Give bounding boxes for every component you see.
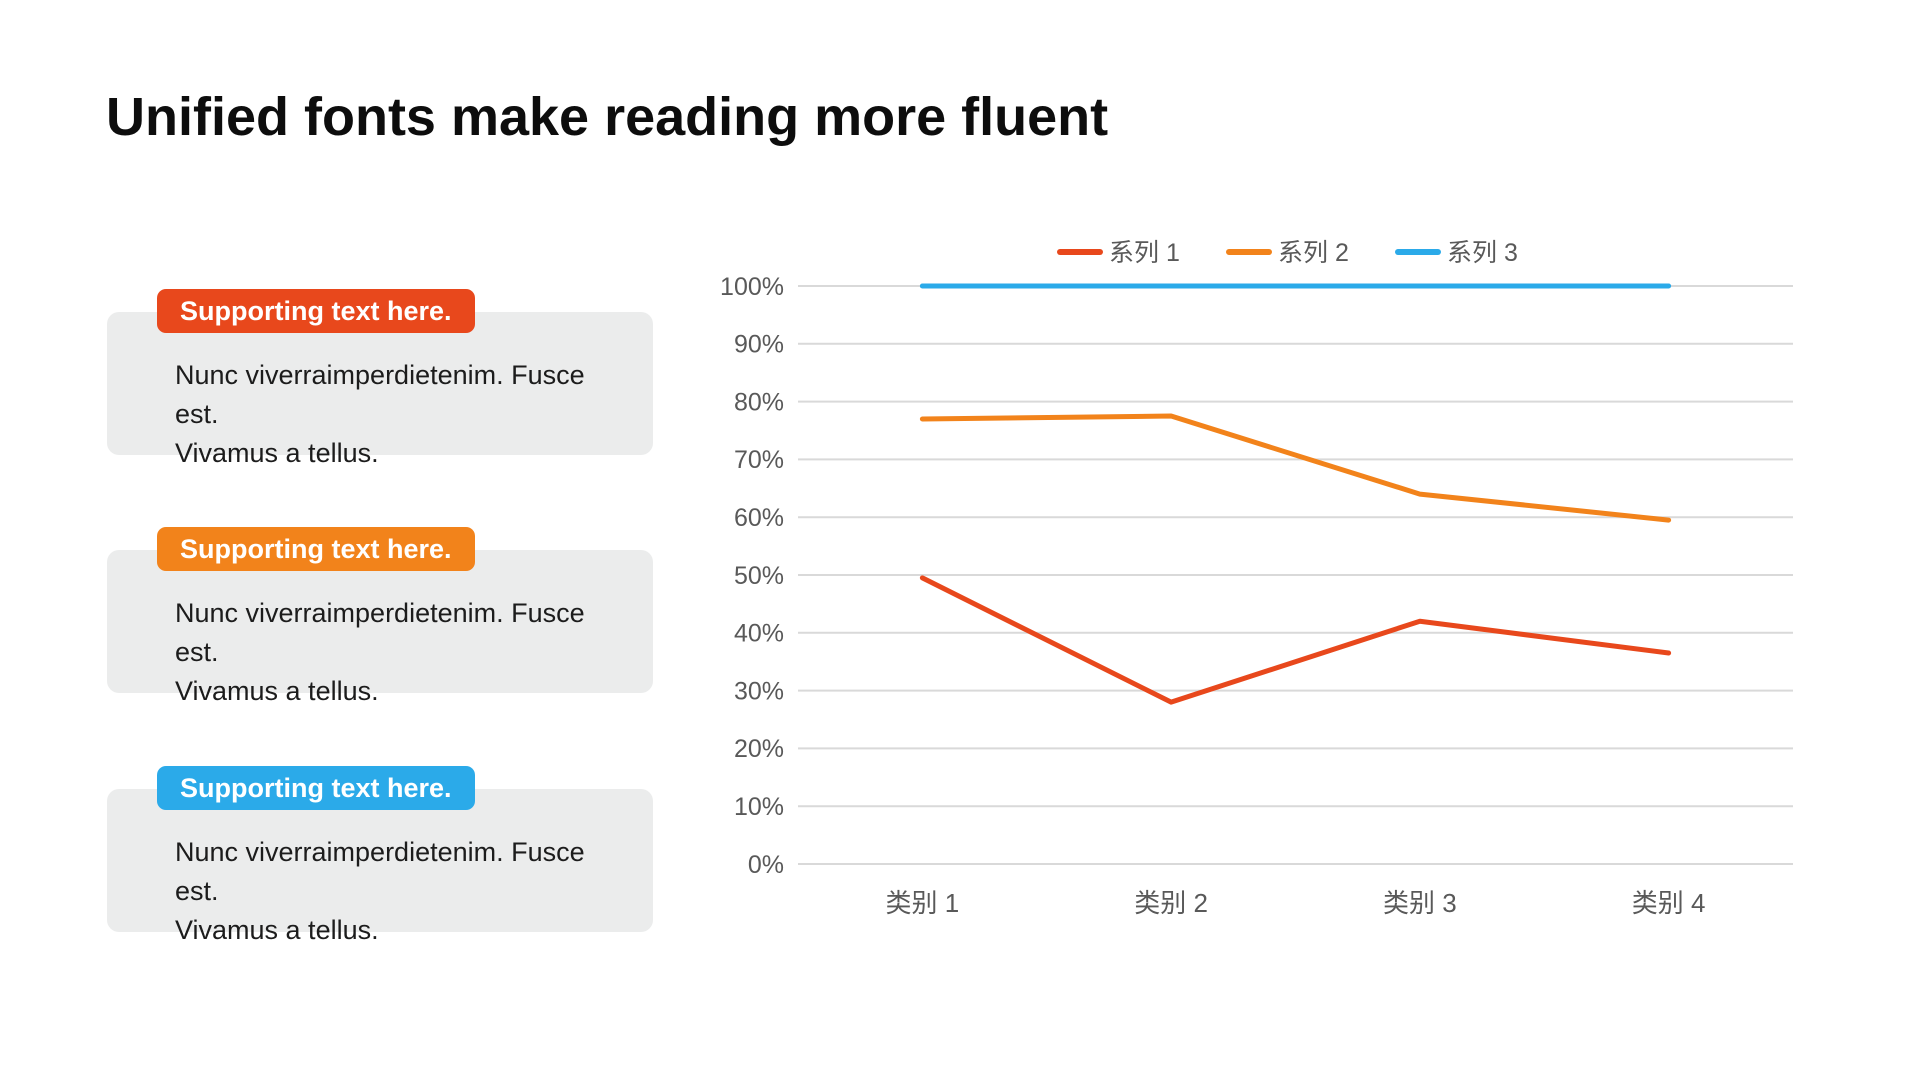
y-tick-label: 0% — [748, 851, 784, 879]
supporting-body-3: Nunc viverraimperdietenim. Fusce est. Vi… — [107, 789, 653, 950]
x-category-label: 类别 3 — [1383, 888, 1457, 918]
slide-title: Unified fonts make reading more fluent — [106, 87, 1109, 147]
supporting-card-3: Supporting text here. Nunc viverraimperd… — [107, 766, 653, 945]
x-category-label: 类别 2 — [1134, 888, 1208, 918]
supporting-body-2: Nunc viverraimperdietenim. Fusce est. Vi… — [107, 550, 653, 711]
line-chart: 0% 10% 20% 30% 40% 50% 60% 70% 80% 90% 100% 类别 1 类别 … — [700, 230, 1860, 975]
legend-item-2: 系列 2 — [1226, 239, 1349, 267]
supporting-body-2-line-2: Vivamus a tellus. — [175, 676, 379, 706]
y-tick-label: 90% — [734, 331, 784, 359]
y-tick-label: 60% — [734, 504, 784, 532]
legend-item-1: 系列 1 — [1057, 239, 1180, 267]
y-tick-label: 40% — [734, 620, 784, 648]
x-category-label: 类别 1 — [886, 888, 960, 918]
y-tick-label: 80% — [734, 388, 784, 416]
x-category-label: 类别 4 — [1632, 888, 1706, 918]
y-tick-label: 10% — [734, 793, 784, 821]
supporting-body-2-line-1: Nunc viverraimperdietenim. Fusce est. — [175, 598, 585, 667]
supporting-card-2: Supporting text here. Nunc viverraimperd… — [107, 527, 653, 706]
supporting-body-1-line-2: Vivamus a tellus. — [175, 438, 379, 468]
y-tick-label: 20% — [734, 735, 784, 763]
series-line-1 — [919, 575, 1672, 705]
chart-svg: 0% 10% 20% 30% 40% 50% 60% 70% 80% 90% 100% 类别 1 类别 … — [720, 239, 1793, 918]
supporting-body-1-line-1: Nunc viverraimperdietenim. Fusce est. — [175, 360, 585, 429]
legend-label: 系列 2 — [1278, 239, 1349, 267]
supporting-body-3-line-1: Nunc viverraimperdietenim. Fusce est. — [175, 837, 585, 906]
supporting-badge-2: Supporting text here. — [157, 527, 475, 571]
y-tick-label: 100% — [720, 273, 784, 301]
y-tick-label: 70% — [734, 446, 784, 474]
series-line-2 — [919, 413, 1672, 523]
legend-label: 系列 1 — [1109, 239, 1180, 267]
legend-label: 系列 3 — [1447, 239, 1518, 267]
legend-item-3: 系列 3 — [1395, 239, 1518, 267]
supporting-badge-3: Supporting text here. — [157, 766, 475, 810]
supporting-body-1: Nunc viverraimperdietenim. Fusce est. Vi… — [107, 312, 653, 473]
y-tick-label: 30% — [734, 677, 784, 705]
y-tick-label: 50% — [734, 562, 784, 590]
supporting-card-1: Supporting text here. Nunc viverraimperd… — [107, 289, 653, 468]
supporting-body-3-line-2: Vivamus a tellus. — [175, 915, 379, 945]
supporting-badge-1: Supporting text here. — [157, 289, 475, 333]
